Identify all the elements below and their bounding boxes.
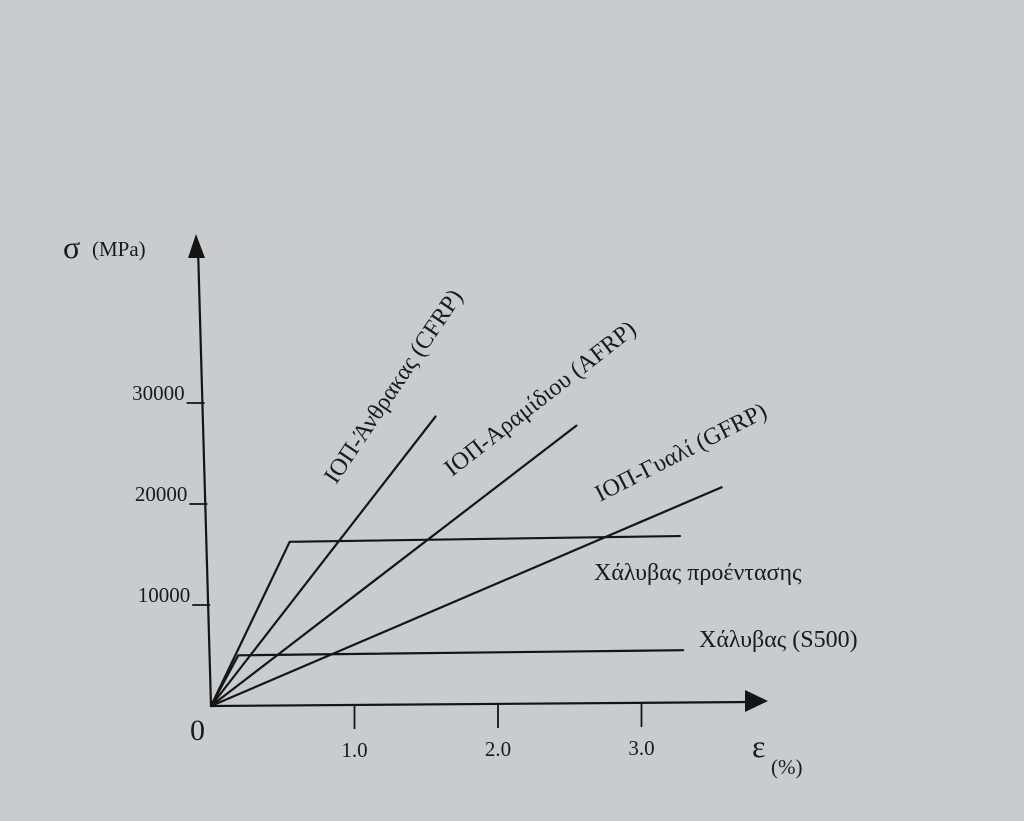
series-line-2 bbox=[209, 486, 723, 708]
y-tick-label: 20000 bbox=[135, 482, 188, 506]
x-axis-arrow bbox=[745, 690, 768, 712]
curves bbox=[209, 415, 723, 708]
series-label-4: Χάλυβας (S500) bbox=[699, 627, 858, 653]
series-line-4 bbox=[209, 649, 685, 708]
y-axis-unit: (MPa) bbox=[92, 237, 146, 261]
x-tick-label: 3.0 bbox=[628, 736, 654, 760]
series-line-3 bbox=[209, 534, 682, 708]
x-axis-symbol: ε bbox=[752, 728, 765, 764]
x-axis bbox=[210, 700, 753, 708]
series-line-0 bbox=[209, 415, 437, 708]
y-axis-symbol: σ bbox=[63, 229, 80, 265]
x-axis-unit: (%) bbox=[771, 755, 802, 779]
origin-label: 0 bbox=[190, 714, 205, 747]
y-axis-arrow bbox=[188, 234, 205, 258]
series-label-3: Χάλυβας προέντασης bbox=[594, 560, 802, 586]
series-line-1 bbox=[209, 424, 578, 708]
labels: ΙΟΠ-Άνθρακας (CFRP)ΙΟΠ-Αραμίδιου (AFRP)Ι… bbox=[319, 285, 857, 653]
ticks: 1.0 2.0 3.0 10000 20000 30000 bbox=[132, 381, 655, 762]
x-tick-label: 1.0 bbox=[341, 738, 367, 762]
y-tick-label: 10000 bbox=[138, 583, 191, 607]
x-tick-label: 2.0 bbox=[485, 737, 511, 761]
series-label-1: ΙΟΠ-Αραμίδιου (AFRP) bbox=[440, 316, 642, 481]
series-label-2: ΙΟΠ-Γυαλί (GFRP) bbox=[591, 398, 771, 507]
y-tick-label: 30000 bbox=[132, 381, 185, 405]
y-axis bbox=[196, 247, 213, 707]
axes bbox=[188, 234, 768, 712]
